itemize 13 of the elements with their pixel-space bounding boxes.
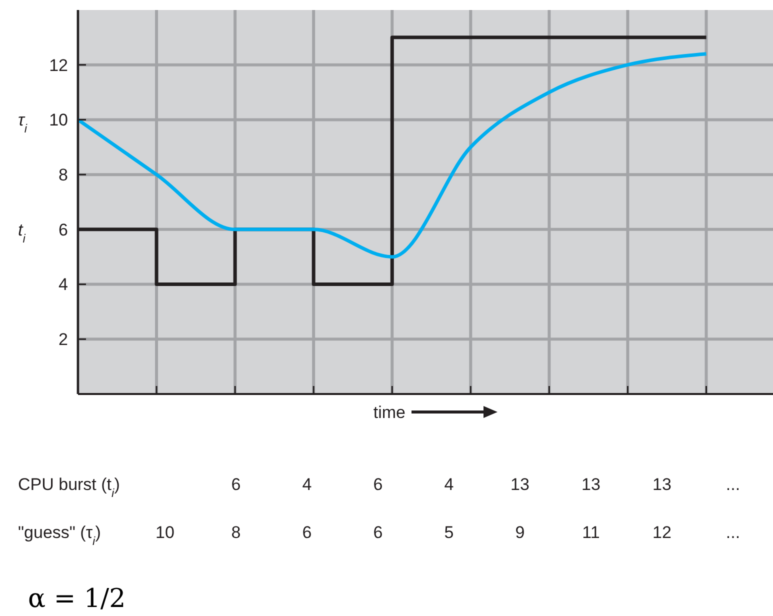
text: t$_{i}$ bbox=[18, 220, 26, 246]
y-tick-label: 2 bbox=[58, 330, 68, 350]
line-series bbox=[76, 52, 708, 259]
text: "guess" (τ$_{i}$) 10 8 6 6 5 9 11 12 ... bbox=[18, 523, 740, 548]
y-tick-label: 12 bbox=[49, 56, 68, 75]
y-tick-label: 6 bbox=[58, 220, 68, 240]
y-tick-label: 8 bbox=[58, 166, 68, 185]
y-tick-label: 4 bbox=[58, 275, 68, 294]
text: CPU burst (t$_{i}$) 6 4 6 4 13 13 13 ... bbox=[18, 475, 740, 500]
text: τ$_{i}$ bbox=[18, 110, 28, 136]
text: α = 1/2 bbox=[28, 584, 126, 614]
y-tick-label: 10 bbox=[49, 110, 68, 130]
x-axis-title: time bbox=[373, 403, 406, 422]
